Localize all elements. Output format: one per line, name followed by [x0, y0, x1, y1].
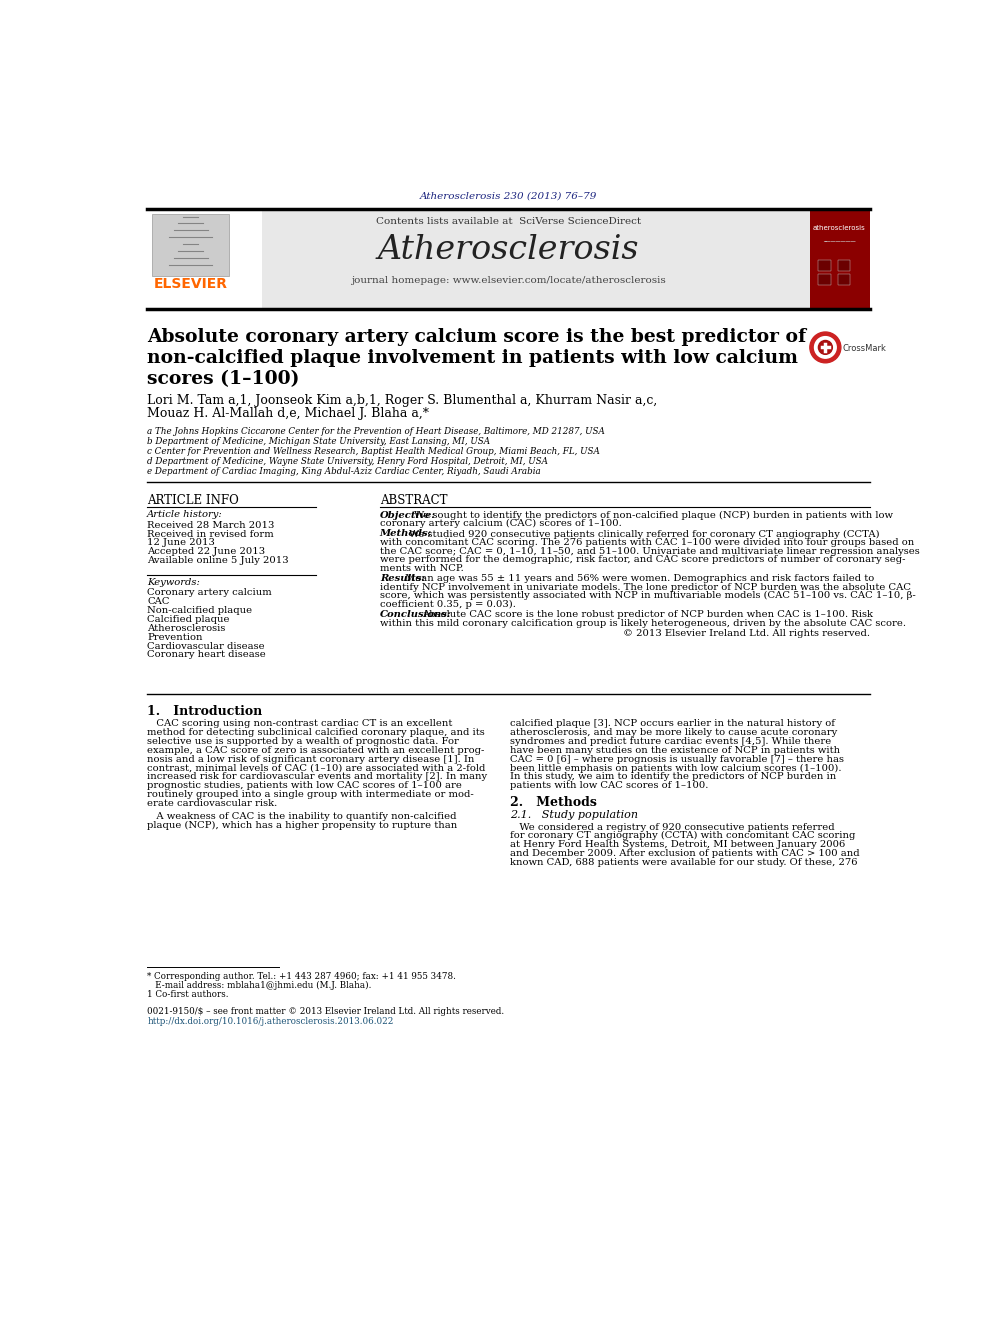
- Text: d Department of Medicine, Wayne State University, Henry Ford Hospital, Detroit, : d Department of Medicine, Wayne State Un…: [147, 456, 549, 466]
- Text: We sought to identify the predictors of non-calcified plaque (NCP) burden in pat: We sought to identify the predictors of …: [414, 511, 893, 520]
- Bar: [838, 261, 850, 271]
- Text: CAC = 0 [6] – where prognosis is usually favorable [7] – there has: CAC = 0 [6] – where prognosis is usually…: [510, 754, 844, 763]
- Text: been little emphasis on patients with low calcium scores (1–100).: been little emphasis on patients with lo…: [510, 763, 841, 773]
- Text: CAC: CAC: [147, 597, 170, 606]
- Text: journal homepage: www.elsevier.com/locate/atherosclerosis: journal homepage: www.elsevier.com/locat…: [351, 277, 666, 284]
- Bar: [838, 274, 850, 284]
- Text: E-mail address: mblaha1@jhmi.edu (M.J. Blaha).: E-mail address: mblaha1@jhmi.edu (M.J. B…: [147, 982, 372, 990]
- Text: selective use is supported by a wealth of prognostic data. For: selective use is supported by a wealth o…: [147, 737, 459, 746]
- Text: CAC scoring using non-contrast cardiac CT is an excellent: CAC scoring using non-contrast cardiac C…: [147, 720, 452, 729]
- Text: We considered a registry of 920 consecutive patients referred: We considered a registry of 920 consecut…: [510, 823, 834, 831]
- Text: http://dx.doi.org/10.1016/j.atherosclerosis.2013.06.022: http://dx.doi.org/10.1016/j.atherosclero…: [147, 1017, 394, 1027]
- Text: * Corresponding author. Tel.: +1 443 287 4960; fax: +1 41 955 3478.: * Corresponding author. Tel.: +1 443 287…: [147, 972, 456, 980]
- Text: 1 Co-first authors.: 1 Co-first authors.: [147, 991, 229, 999]
- Text: known CAD, 688 patients were available for our study. Of these, 276: known CAD, 688 patients were available f…: [510, 857, 857, 867]
- Text: atherosclerosis, and may be more likely to cause acute coronary: atherosclerosis, and may be more likely …: [510, 728, 837, 737]
- Text: 12 June 2013: 12 June 2013: [147, 538, 215, 548]
- Text: 2.   Methods: 2. Methods: [510, 796, 597, 810]
- Text: 2.1.   Study population: 2.1. Study population: [510, 810, 638, 820]
- Text: ARTICLE INFO: ARTICLE INFO: [147, 493, 239, 507]
- Text: coronary artery calcium (CAC) scores of 1–100.: coronary artery calcium (CAC) scores of …: [380, 519, 622, 528]
- Text: Mouaz H. Al-Mallah d,e, Michael J. Blaha a,*: Mouaz H. Al-Mallah d,e, Michael J. Blaha…: [147, 407, 430, 421]
- Text: Received 28 March 2013: Received 28 March 2013: [147, 521, 275, 529]
- Text: syndromes and predict future cardiac events [4,5]. While there: syndromes and predict future cardiac eve…: [510, 737, 831, 746]
- Text: coefficient 0.35, p = 0.03).: coefficient 0.35, p = 0.03).: [380, 599, 516, 609]
- Text: Available online 5 July 2013: Available online 5 July 2013: [147, 556, 289, 565]
- Text: with concomitant CAC scoring. The 276 patients with CAC 1–100 were divided into : with concomitant CAC scoring. The 276 pa…: [380, 538, 914, 548]
- Text: ABSTRACT: ABSTRACT: [380, 493, 447, 507]
- Text: were performed for the demographic, risk factor, and CAC score predictors of num: were performed for the demographic, risk…: [380, 556, 906, 565]
- Text: example, a CAC score of zero is associated with an excellent prog-: example, a CAC score of zero is associat…: [147, 746, 485, 755]
- Text: atherosclerosis: atherosclerosis: [813, 225, 866, 232]
- Text: A weakness of CAC is the inability to quantify non-calcified: A weakness of CAC is the inability to qu…: [147, 812, 456, 822]
- Text: have been many studies on the existence of NCP in patients with: have been many studies on the existence …: [510, 746, 840, 755]
- Text: Lori M. Tam a,1, Joonseok Kim a,b,1, Roger S. Blumenthal a, Khurram Nasir a,c,: Lori M. Tam a,1, Joonseok Kim a,b,1, Rog…: [147, 394, 658, 407]
- Text: Calcified plaque: Calcified plaque: [147, 615, 230, 624]
- Text: for coronary CT angiography (CCTA) with concomitant CAC scoring: for coronary CT angiography (CCTA) with …: [510, 831, 855, 840]
- Text: Atherosclerosis: Atherosclerosis: [147, 624, 225, 632]
- Text: at Henry Ford Health Systems, Detroit, MI between January 2006: at Henry Ford Health Systems, Detroit, M…: [510, 840, 845, 849]
- Text: Article history:: Article history:: [147, 509, 223, 519]
- Bar: [818, 261, 830, 271]
- Text: Methods:: Methods:: [380, 529, 433, 538]
- Text: Mean age was 55 ± 11 years and 56% were women. Demographics and risk factors fai: Mean age was 55 ± 11 years and 56% were …: [405, 574, 874, 583]
- Text: Atherosclerosis: Atherosclerosis: [378, 234, 639, 266]
- Text: 0021-9150/$ – see front matter © 2013 Elsevier Ireland Ltd. All rights reserved.: 0021-9150/$ – see front matter © 2013 El…: [147, 1007, 504, 1016]
- Text: Cardiovascular disease: Cardiovascular disease: [147, 642, 265, 651]
- Text: ments with NCP.: ments with NCP.: [380, 564, 463, 573]
- Text: Coronary heart disease: Coronary heart disease: [147, 651, 266, 659]
- Text: Received in revised form: Received in revised form: [147, 529, 274, 538]
- Text: © 2013 Elsevier Ireland Ltd. All rights reserved.: © 2013 Elsevier Ireland Ltd. All rights …: [623, 628, 870, 638]
- Bar: [809, 210, 870, 308]
- Text: prognostic studies, patients with low CAC scores of 1–100 are: prognostic studies, patients with low CA…: [147, 782, 462, 790]
- Text: plaque (NCP), which has a higher propensity to rupture than: plaque (NCP), which has a higher propens…: [147, 822, 457, 831]
- Text: Objective:: Objective:: [380, 511, 435, 520]
- Text: Contents lists available at  SciVerse ScienceDirect: Contents lists available at SciVerse Sci…: [376, 217, 641, 226]
- Text: Results:: Results:: [380, 574, 425, 583]
- Text: erate cardiovascular risk.: erate cardiovascular risk.: [147, 799, 278, 808]
- Text: a The Johns Hopkins Ciccarone Center for the Prevention of Heart Disease, Baltim: a The Johns Hopkins Ciccarone Center for…: [147, 427, 605, 435]
- Text: nosis and a low risk of significant coronary artery disease [1]. In: nosis and a low risk of significant coro…: [147, 754, 474, 763]
- Text: routinely grouped into a single group with intermediate or mod-: routinely grouped into a single group wi…: [147, 790, 474, 799]
- Text: the CAC score; CAC = 0, 1–10, 11–50, and 51–100. Univariate and multivariate lin: the CAC score; CAC = 0, 1–10, 11–50, and…: [380, 546, 920, 556]
- Bar: [147, 210, 809, 308]
- Text: b Department of Medicine, Michigan State University, East Lansing, MI, USA: b Department of Medicine, Michigan State…: [147, 437, 490, 446]
- Text: score, which was persistently associated with NCP in multivariable models (CAC 5: score, which was persistently associated…: [380, 591, 916, 601]
- Text: In this study, we aim to identify the predictors of NCP burden in: In this study, we aim to identify the pr…: [510, 773, 836, 782]
- Text: Absolute CAC score is the lone robust predictor of NCP burden when CAC is 1–100.: Absolute CAC score is the lone robust pr…: [422, 610, 873, 619]
- Text: c Center for Prevention and Wellness Research, Baptist Health Medical Group, Mia: c Center for Prevention and Wellness Res…: [147, 447, 600, 455]
- Text: and December 2009. After exclusion of patients with CAC > 100 and: and December 2009. After exclusion of pa…: [510, 849, 860, 859]
- Text: Conclusions:: Conclusions:: [380, 610, 451, 619]
- Text: Accepted 22 June 2013: Accepted 22 June 2013: [147, 548, 266, 556]
- Text: ELSEVIER: ELSEVIER: [154, 277, 227, 291]
- Text: Prevention: Prevention: [147, 632, 202, 642]
- Bar: [818, 274, 830, 284]
- Text: 1.   Introduction: 1. Introduction: [147, 705, 263, 718]
- Text: Absolute coronary artery calcium score is the best predictor of: Absolute coronary artery calcium score i…: [147, 328, 806, 347]
- Bar: [147, 210, 262, 308]
- Text: Coronary artery calcium: Coronary artery calcium: [147, 589, 272, 598]
- Text: Keywords:: Keywords:: [147, 578, 200, 587]
- Text: e Department of Cardiac Imaging, King Abdul-Aziz Cardiac Center, Riyadh, Saudi A: e Department of Cardiac Imaging, King Ab…: [147, 467, 541, 476]
- Text: We studied 920 consecutive patients clinically referred for coronary CT angiogra: We studied 920 consecutive patients clin…: [409, 529, 880, 538]
- Circle shape: [809, 332, 841, 363]
- Text: calcified plaque [3]. NCP occurs earlier in the natural history of: calcified plaque [3]. NCP occurs earlier…: [510, 720, 835, 729]
- Circle shape: [814, 336, 836, 359]
- Text: identify NCP involvement in univariate models. The lone predictor of NCP burden : identify NCP involvement in univariate m…: [380, 582, 911, 591]
- Text: non-calcified plaque involvement in patients with low calcium: non-calcified plaque involvement in pati…: [147, 349, 799, 366]
- Text: CrossMark: CrossMark: [842, 344, 886, 353]
- Text: scores (1–100): scores (1–100): [147, 369, 300, 388]
- Text: ─────────────: ─────────────: [823, 239, 855, 243]
- Text: Non-calcified plaque: Non-calcified plaque: [147, 606, 252, 615]
- Text: within this mild coronary calcification group is likely heterogeneous, driven by: within this mild coronary calcification …: [380, 619, 906, 627]
- Circle shape: [818, 340, 832, 355]
- Text: contrast, minimal levels of CAC (1–10) are associated with a 2-fold: contrast, minimal levels of CAC (1–10) a…: [147, 763, 486, 773]
- Text: Atherosclerosis 230 (2013) 76–79: Atherosclerosis 230 (2013) 76–79: [420, 192, 597, 200]
- Text: increased risk for cardiovascular events and mortality [2]. In many: increased risk for cardiovascular events…: [147, 773, 487, 782]
- Bar: [152, 214, 229, 275]
- Text: patients with low CAC scores of 1–100.: patients with low CAC scores of 1–100.: [510, 782, 708, 790]
- Text: method for detecting subclinical calcified coronary plaque, and its: method for detecting subclinical calcifi…: [147, 728, 485, 737]
